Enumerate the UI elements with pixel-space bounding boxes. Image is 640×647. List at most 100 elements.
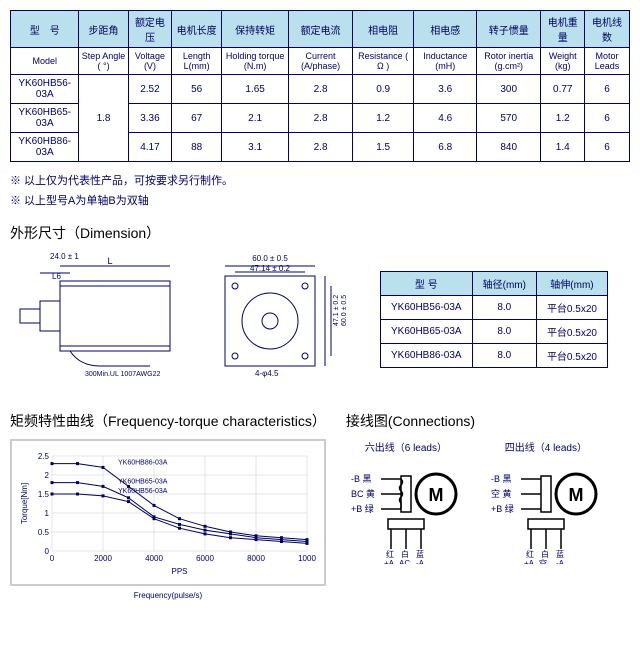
cell-torque: 1.65 <box>221 75 288 104</box>
cell-len: 56 <box>172 75 222 104</box>
lbl: 空 黄 <box>491 488 512 499</box>
cell-weight: 1.4 <box>541 133 585 162</box>
lbl: +A <box>524 559 535 564</box>
lbl: BC 黄 <box>351 488 375 499</box>
svg-text:2.5: 2.5 <box>38 452 50 461</box>
dim-600: 60.0 ± 0.5 <box>252 254 288 263</box>
motor-m: M <box>428 485 443 505</box>
cell-len: 67 <box>172 104 222 133</box>
lbl: +A <box>384 559 395 564</box>
lbl: AC <box>399 559 410 564</box>
four-leads-diagram: M -B 黑 空 黄 +B 绿 红 白 蓝 +A 空 -A <box>486 454 606 564</box>
dh-ext: 轴伸(mm) <box>536 272 607 296</box>
conn-row: 六出线（6 leads） M -B 黑 BC 黄 +B 绿 红 白 <box>346 439 630 567</box>
cell-volt: 3.36 <box>128 104 172 133</box>
lbl: -A <box>556 559 565 564</box>
h-model-cn: 型 号 <box>11 11 79 48</box>
h-res-en: Resistance ( Ω ) <box>352 48 414 75</box>
cell-weight: 0.77 <box>541 75 585 104</box>
svg-text:8000: 8000 <box>247 554 265 563</box>
dc: YK60HB65-03A <box>381 320 473 344</box>
dim-table: 型 号 轴径(mm) 轴伸(mm) YK60HB56-03A8.0平台0.5x2… <box>380 271 608 368</box>
cell-volt: 2.52 <box>128 75 172 104</box>
lbl: 白 <box>541 549 549 559</box>
dc: 8.0 <box>472 296 536 320</box>
dim-header: 型 号 轴径(mm) 轴伸(mm) <box>381 272 608 296</box>
lbl: 蓝 <box>416 549 424 559</box>
table-row: YK60HB56-03A 1.8 2.52 56 1.65 2.8 0.9 3.… <box>11 75 630 104</box>
cell-torque: 2.1 <box>221 104 288 133</box>
svg-text:2: 2 <box>45 471 50 480</box>
lbl: 红 <box>386 549 394 559</box>
svg-text:PPS: PPS <box>171 567 187 576</box>
section-conn: 接线图(Connections) <box>346 411 630 431</box>
lbl: +B 绿 <box>351 503 374 514</box>
h-weight-cn: 电机重量 <box>541 11 585 48</box>
svg-text:YK60HB86-03A: YK60HB86-03A <box>118 459 168 466</box>
cell-volt: 4.17 <box>128 133 172 162</box>
dc: YK60HB56-03A <box>381 296 473 320</box>
six-leads-diagram: M -B 黑 BC 黄 +B 绿 红 白 蓝 +A AC -A <box>346 454 466 564</box>
cell-inertia: 570 <box>477 104 541 133</box>
cell-inertia: 840 <box>477 133 541 162</box>
dim-24: 24.0 ± 1 <box>50 252 79 261</box>
note-2: ※ 以上型号A为单轴B为双轴 <box>10 192 630 208</box>
h-weight-en: Weight (kg) <box>541 48 585 75</box>
cell-leads: 6 <box>585 133 630 162</box>
cell-model: YK60HB86-03A <box>11 133 79 162</box>
h-step-en: Step Angle ( °) <box>79 48 128 75</box>
six-title: 六出线（6 leads） <box>346 439 466 454</box>
cell-len: 88 <box>172 133 222 162</box>
h-torque-cn: 保持转矩 <box>221 11 288 48</box>
cell-ind: 6.8 <box>414 133 477 162</box>
lbl: -A <box>416 559 425 564</box>
dim-h471: 47.1 ± 0.2 <box>333 295 340 326</box>
note-1: ※ 以上仅为代表性产品，可按要求另行制作。 <box>10 172 630 188</box>
chart-box: 00.511.522.5020004000600080001000YK60HB8… <box>10 439 326 586</box>
dim-l: L <box>107 256 112 266</box>
connections-section: 接线图(Connections) 六出线（6 leads） M -B 黑 BC … <box>346 396 630 600</box>
freq-sublabel: Frequency(pulse/s) <box>10 591 326 600</box>
svg-text:1000: 1000 <box>298 554 316 563</box>
cell-step: 1.8 <box>79 75 128 162</box>
section-freq: 矩频特性曲线（Frequency-torque characteristics） <box>10 411 326 431</box>
cell-res: 1.2 <box>352 104 414 133</box>
svg-text:Torque[Nm]: Torque[Nm] <box>20 483 29 524</box>
lbl: -B 黑 <box>491 474 512 484</box>
table-row: YK60HB56-03A8.0平台0.5x20 <box>381 296 608 320</box>
lbl: +B 绿 <box>491 503 514 514</box>
cell-inertia: 300 <box>477 75 541 104</box>
freq-torque-section: 矩频特性曲线（Frequency-torque characteristics）… <box>10 396 326 600</box>
dc: 平台0.5x20 <box>536 296 607 320</box>
cell-leads: 6 <box>585 104 630 133</box>
h-inertia-cn: 转子惯量 <box>477 11 541 48</box>
svg-text:4000: 4000 <box>145 554 163 563</box>
cell-leads: 6 <box>585 75 630 104</box>
dc: YK60HB86-03A <box>381 344 473 368</box>
h-len-en: Length L(mm) <box>172 48 222 75</box>
cell-model: YK60HB56-03A <box>11 75 79 104</box>
cell-torque: 3.1 <box>221 133 288 162</box>
cell-ind: 4.6 <box>414 104 477 133</box>
svg-text:1.5: 1.5 <box>38 490 50 499</box>
h-res-cn: 相电阻 <box>352 11 414 48</box>
side-drawing: L 24.0 ± 1 L6 300Min.UL 1007AWG22 <box>10 251 190 381</box>
dim-4714: 47.14 ± 0.2 <box>250 264 291 273</box>
bottom-row: 矩频特性曲线（Frequency-torque characteristics）… <box>10 396 630 600</box>
h-volt-en: Voltage (V) <box>128 48 172 75</box>
svg-text:1: 1 <box>45 509 50 518</box>
dim-wire: 300Min.UL 1007AWG22 <box>85 371 160 378</box>
lbl: -B 黑 <box>351 474 372 484</box>
dc: 平台0.5x20 <box>536 344 607 368</box>
h-leads-en: Motor Leads <box>585 48 630 75</box>
motor-m: M <box>568 485 583 505</box>
spec-header-en: Model Step Angle ( °) Voltage (V) Length… <box>11 48 630 75</box>
freq-torque-chart: 00.511.522.5020004000600080001000YK60HB8… <box>17 446 317 576</box>
svg-text:6000: 6000 <box>196 554 214 563</box>
cell-cur: 2.8 <box>289 75 353 104</box>
conn-six: 六出线（6 leads） M -B 黑 BC 黄 +B 绿 红 白 <box>346 439 466 567</box>
spec-table: 型 号 步距角 额定电压 电机长度 保持转矩 额定电流 相电阻 相电感 转子惯量… <box>10 10 630 162</box>
h-step-cn: 步距角 <box>79 11 128 48</box>
h-leads-cn: 电机线数 <box>585 11 630 48</box>
dimension-row: L 24.0 ± 1 L6 300Min.UL 1007AWG22 60.0 ±… <box>10 251 630 381</box>
